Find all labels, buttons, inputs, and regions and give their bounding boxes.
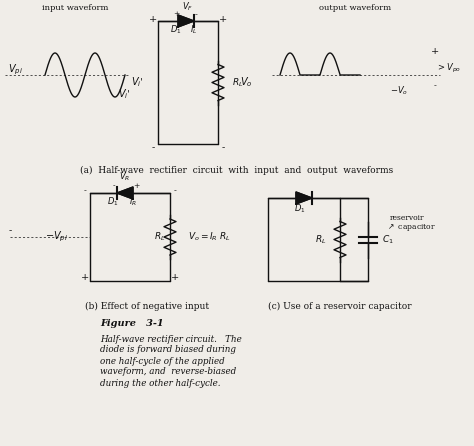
Text: +: +: [431, 46, 439, 55]
Text: -: -: [9, 227, 12, 235]
Polygon shape: [117, 187, 133, 199]
Text: Half-wave rectifier circuit.   The: Half-wave rectifier circuit. The: [100, 334, 242, 343]
Text: -: -: [221, 144, 225, 153]
Text: +: +: [219, 15, 227, 24]
Text: $V_i$': $V_i$': [118, 87, 131, 101]
Text: +: +: [81, 273, 89, 282]
Text: Figure   3-1: Figure 3-1: [100, 319, 164, 329]
Text: $V_F$: $V_F$: [182, 1, 193, 13]
Text: (c) Use of a reservoir capacitor: (c) Use of a reservoir capacitor: [268, 301, 411, 310]
Text: output waveform: output waveform: [319, 4, 391, 12]
Text: (b) Effect of negative input: (b) Effect of negative input: [85, 301, 209, 310]
Text: input waveform: input waveform: [42, 4, 108, 12]
Text: $R_L$: $R_L$: [315, 233, 326, 246]
Text: -: -: [173, 187, 176, 195]
Text: during the other half-cycle.: during the other half-cycle.: [100, 379, 220, 388]
Text: +: +: [133, 182, 139, 190]
Text: $V_o = I_R\ R_L$: $V_o = I_R\ R_L$: [188, 231, 231, 243]
Text: -: -: [151, 144, 155, 153]
Text: (a)  Half-wave  rectifier  circuit  with  input  and  output  waveforms: (a) Half-wave rectifier circuit with inp…: [81, 165, 393, 174]
Text: -: -: [113, 182, 115, 190]
Text: $C_1$: $C_1$: [382, 233, 394, 246]
Text: -: -: [434, 82, 437, 90]
Text: reservoir: reservoir: [390, 214, 425, 222]
Polygon shape: [178, 15, 194, 27]
Text: $D_1$: $D_1$: [294, 203, 306, 215]
Text: $V_R$: $V_R$: [119, 171, 131, 183]
Text: -: -: [194, 11, 198, 19]
Text: $V_{pi}$: $V_{pi}$: [8, 63, 23, 77]
Text: -: -: [83, 187, 86, 195]
Text: +: +: [171, 273, 179, 282]
Text: $R_L$: $R_L$: [154, 231, 165, 243]
Text: +: +: [173, 10, 179, 18]
Text: waveform, and  reverse-biased: waveform, and reverse-biased: [100, 368, 236, 376]
Text: $D_1$: $D_1$: [107, 196, 119, 208]
Text: $R_L$: $R_L$: [232, 76, 244, 89]
Text: $D_1$: $D_1$: [170, 24, 182, 36]
Text: one half-cycle of the applied: one half-cycle of the applied: [100, 356, 225, 366]
Text: $V_i$': $V_i$': [131, 76, 144, 89]
Text: $\nearrow$ capacitor: $\nearrow$ capacitor: [386, 222, 436, 233]
Text: $I_R$: $I_R$: [129, 196, 137, 208]
Text: diode is forward biased during: diode is forward biased during: [100, 346, 236, 355]
Polygon shape: [296, 192, 312, 204]
Text: $-V_o$: $-V_o$: [390, 85, 408, 97]
Text: +: +: [149, 15, 157, 24]
Text: $V_o$: $V_o$: [240, 76, 253, 89]
Text: $-V_{pi}$: $-V_{pi}$: [45, 230, 68, 244]
Text: $>V_{po}$: $>V_{po}$: [436, 62, 461, 74]
Text: $I_L$: $I_L$: [190, 24, 198, 36]
